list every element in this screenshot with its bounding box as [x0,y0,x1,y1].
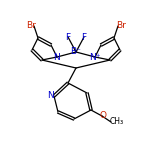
Text: N: N [54,52,60,62]
Text: B⁻: B⁻ [71,47,81,57]
Text: CH₃: CH₃ [110,117,124,126]
Text: N⁺: N⁺ [89,52,101,62]
Text: F: F [66,33,71,41]
Text: N: N [48,92,54,100]
Text: O: O [100,112,107,121]
Text: Br: Br [26,21,36,29]
Text: F: F [81,33,86,41]
Text: Br: Br [116,21,126,29]
